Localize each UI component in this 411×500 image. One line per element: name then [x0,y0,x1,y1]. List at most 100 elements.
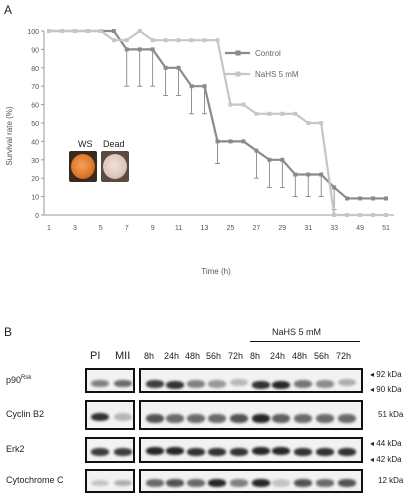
blot-band [294,380,312,388]
data-point [163,65,168,70]
y-tick-label: 100 [27,29,39,36]
data-point [202,84,207,89]
y-tick-label: 60 [31,103,39,110]
y-tick-label: 10 [31,195,39,202]
blot-band [294,479,312,487]
data-point [267,111,272,116]
blot-strip-timecourse [139,368,363,393]
x-axis-label: Time (h) [201,267,231,276]
data-point [254,148,259,153]
col-time-label: 24h [270,351,286,361]
col-time-label: 56h [314,351,330,361]
legend-label: NaHS 5 mM [255,70,299,79]
blot-band [166,414,184,423]
col-time-label: 8h [250,351,261,361]
data-point [150,38,155,43]
x-tick-label: 51 [382,225,390,232]
data-point [306,172,311,177]
blot-band [316,380,334,388]
data-point [124,38,129,43]
x-tick-label: 13 [201,225,209,232]
blot-band [338,448,356,456]
data-point [137,29,142,33]
panel-b-label: B [4,325,13,339]
blot-band [272,414,290,423]
kda-label: ◂ 44 kDa [370,439,402,448]
inset-dead-label: Dead [103,139,125,149]
panel-a-label: A [4,3,13,17]
data-point [371,196,376,201]
kda-label: ◂ 90 kDa [370,385,402,394]
data-point [176,38,181,43]
data-point [319,121,324,125]
kda-label: 12 kDa [378,476,404,485]
data-point [280,157,285,162]
x-tick-label: 11 [175,225,182,232]
data-point [293,111,298,116]
data-point [47,29,51,33]
data-point [111,29,116,33]
blot-strip-controls [85,437,135,463]
x-tick-label: 33 [330,225,338,232]
blot-band [146,446,164,455]
col-time-label: 48h [292,351,308,361]
blot-band [272,446,290,455]
blot-band [252,414,270,423]
data-point [59,29,64,33]
y-tick-label: 40 [31,139,39,146]
blot-band [316,414,334,423]
data-point [267,157,272,162]
blot-band [166,479,184,487]
data-point [332,213,337,217]
data-point [228,139,233,144]
blot-band [316,479,334,487]
data-point [345,213,350,217]
data-point [111,38,116,43]
data-point [215,139,220,144]
data-point [241,102,246,107]
col-time-label: 72h [336,351,352,361]
blot-band [338,414,356,423]
blot-band [252,446,270,455]
blot-band [208,414,226,423]
blot-band [208,448,226,456]
treatment-bracket [250,341,360,342]
blot-row-label: Cyclin B2 [6,409,45,419]
data-point [254,111,259,116]
blot-band [146,414,164,423]
blot-band [230,479,248,487]
blot-band [230,414,248,423]
legend-marker [235,50,241,56]
data-point [150,47,155,52]
blot-band [338,378,356,387]
blot-band [230,448,248,456]
x-tick-label: 31 [304,225,312,232]
x-tick-label: 3 [73,225,77,232]
blot-strip-timecourse [139,400,363,430]
blot-band [208,479,226,487]
y-tick-label: 80 [31,66,39,73]
x-tick-label: 25 [227,225,235,232]
blot-band [166,446,184,455]
blot-band [146,479,164,487]
blot-row-label-sup: Rsk [21,374,32,381]
blot-strip-timecourse [139,437,363,463]
blot-band [187,448,205,456]
legend-label: Control [255,49,281,58]
blot-band [187,479,205,487]
data-point [371,213,376,217]
data-point [202,38,207,43]
data-point [358,196,363,201]
col-time-label: 48h [185,351,201,361]
x-tick-label: 5 [99,225,103,232]
blot-strip-controls [85,368,135,393]
data-point [137,47,142,52]
col-time-label: 24h [164,351,180,361]
x-tick-label: 1 [47,225,51,232]
blot-band [230,378,248,387]
blot-band [91,412,109,422]
data-point [241,139,246,144]
col-pi: PI [90,350,101,362]
data-point [98,29,103,33]
